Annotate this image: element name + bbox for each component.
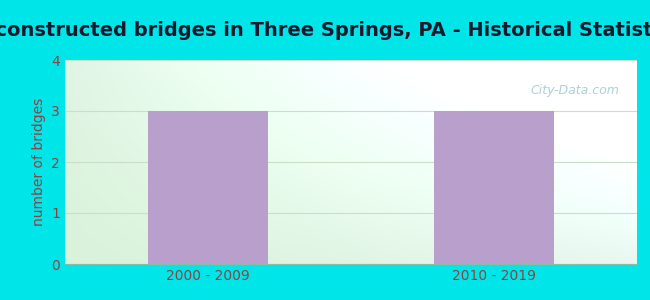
Text: Reconstructed bridges in Three Springs, PA - Historical Statistics: Reconstructed bridges in Three Springs, … <box>0 21 650 40</box>
Y-axis label: number of bridges: number of bridges <box>32 98 46 226</box>
Bar <box>434 111 554 264</box>
Bar <box>148 111 268 264</box>
Text: City-Data.com: City-Data.com <box>531 85 620 98</box>
